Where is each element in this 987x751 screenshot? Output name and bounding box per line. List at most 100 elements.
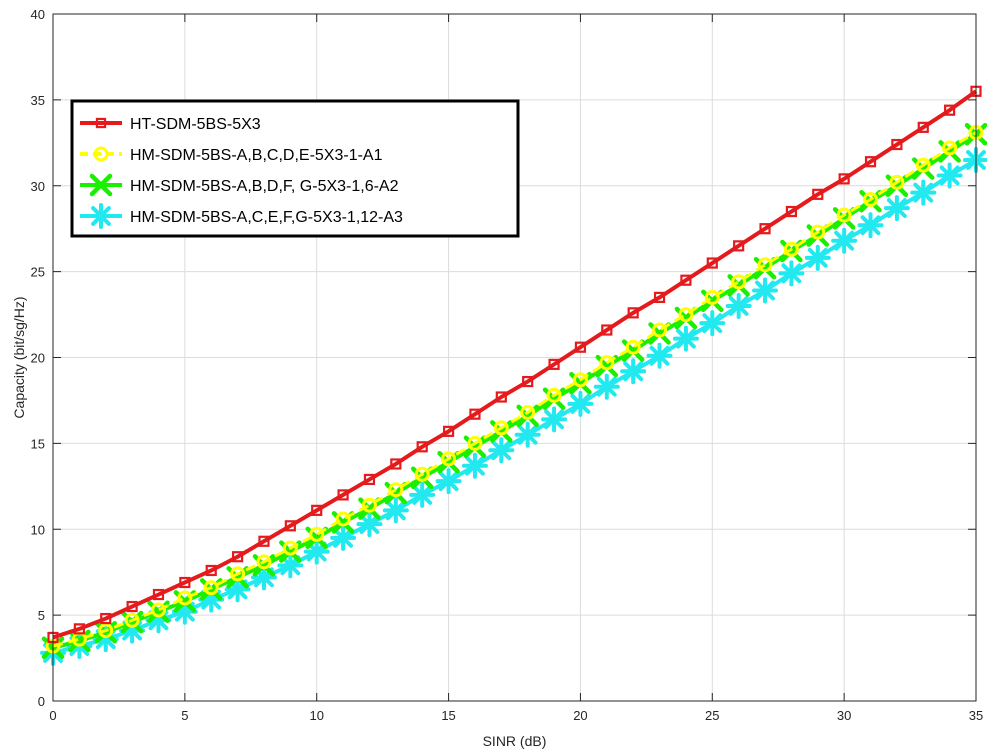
y-tick-label: 30 [31,179,45,194]
data-point [699,310,726,337]
data-point [205,564,217,577]
data-point [124,612,140,628]
data-point [917,121,929,133]
data-point [838,173,850,185]
data-point [361,497,377,513]
legend-entry: HM-SDM-5BS-A,B,C,D,E-5X3-1-A1 [80,146,383,164]
data-point [145,607,172,634]
data-point [725,292,752,319]
series-1 [47,85,982,644]
data-point [224,576,251,603]
data-point [100,612,112,625]
data-point [910,179,937,206]
data-point [812,188,824,200]
y-tick-label: 35 [31,93,45,108]
y-tick-label: 5 [38,608,45,623]
data-point [864,156,877,168]
data-point [388,482,404,498]
x-tick-label: 5 [181,708,188,723]
data-point [522,375,534,388]
data-point [541,406,568,433]
data-point [150,602,166,618]
data-point [759,223,771,235]
data-point [548,358,560,370]
data-point [382,497,409,524]
y-tick-label: 25 [31,265,45,280]
data-point [414,466,430,482]
data-point [461,452,488,479]
data-point [783,241,799,257]
legend-entry: HM-SDM-5BS-A,B,D,F, G-5X3-1,6-A2 [80,173,399,197]
legend-entry: HT-SDM-5BS-5X3 [80,116,261,133]
data-point [863,191,879,207]
data-point [757,257,773,273]
data-point [488,437,515,464]
data-point [831,227,858,254]
data-point [752,277,779,304]
data-point [284,520,296,532]
data-point [88,203,114,229]
data-point [944,104,956,116]
data-point [171,598,198,625]
data-point [942,140,958,156]
data-point [652,322,668,338]
legend: HT-SDM-5BS-5X3 HM-SDM-5BS-A,B,C,D,E-5X3-1… [70,99,520,238]
data-point [282,540,298,556]
data-point [435,468,462,495]
data-point [363,473,376,486]
y-tick-label: 10 [31,522,45,537]
legend-entry: HM-SDM-5BS-A,C,E,F,G-5X3-1,12-A3 [80,203,403,229]
data-point [152,588,165,601]
data-point [680,274,692,286]
data-point [891,138,903,151]
data-point [356,511,383,538]
x-tick-label: 20 [573,708,587,723]
data-point [836,207,852,223]
data-point [493,420,509,436]
data-point [733,240,745,252]
data-point [810,224,826,240]
data-point [309,526,325,542]
data-point [936,162,963,189]
data-point [409,481,436,508]
data-point [620,358,647,385]
data-point [303,538,330,565]
data-point [179,576,191,589]
data-point [599,355,615,371]
x-tick-label: 25 [705,708,719,723]
data-point [203,580,219,596]
data-point [311,504,323,516]
data-point [467,435,483,451]
data-point [601,324,613,336]
data-point [335,511,351,527]
legend-label: HM-SDM-5BS-A,C,E,F,G-5X3-1,12-A3 [130,209,403,226]
ticks: 0 5 10 15 20 25 30 35 0 5 10 15 20 25 30 35 40 [31,7,984,723]
y-tick-label: 15 [31,436,45,451]
y-tick-label: 40 [31,7,45,22]
data-point [572,372,588,388]
data-point [73,623,85,635]
data-point [92,626,119,653]
data-point [119,617,146,644]
data-point [416,441,428,453]
data-point [232,551,244,563]
data-point [256,554,272,570]
x-tick-label: 10 [309,708,323,723]
data-point [230,566,246,582]
x-axis-label: SINR (dB) [483,733,547,749]
data-point [126,600,138,613]
data-point [258,535,270,547]
data-point [915,157,931,173]
data-point [198,586,225,613]
data-point [678,307,694,323]
data-point [330,524,357,551]
data-point [574,341,587,353]
legend-box [70,99,520,238]
data-point [390,458,402,470]
data-point [514,421,541,448]
data-point [889,174,905,190]
data-point [337,489,349,501]
data-point [804,244,831,271]
